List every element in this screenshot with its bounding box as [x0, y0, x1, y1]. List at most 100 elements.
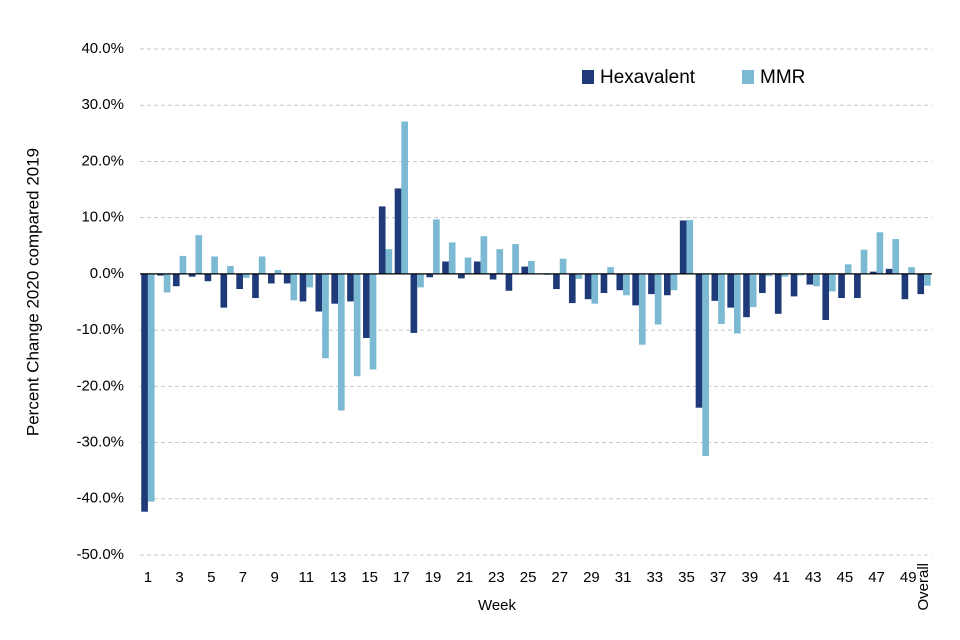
bar: [179, 255, 187, 274]
bar: [806, 273, 814, 285]
bar: [838, 273, 845, 299]
y-tick-label: 40.0%: [81, 40, 124, 57]
bar: [711, 273, 719, 301]
bar: [315, 273, 323, 312]
x-tick-label: 5: [207, 569, 215, 586]
bar: [290, 273, 298, 301]
x-tick-label: 27: [551, 569, 568, 586]
bar: [473, 261, 481, 274]
bar: [528, 260, 535, 274]
bar: [157, 273, 164, 276]
bar: [854, 273, 861, 299]
bar: [892, 239, 900, 274]
x-axis-title: Week: [478, 597, 517, 614]
y-tick-label: -20.0%: [76, 377, 124, 394]
bar: [211, 256, 218, 274]
bar: [600, 273, 608, 294]
bar: [670, 273, 678, 291]
bar: [663, 273, 671, 296]
bar: [489, 273, 497, 280]
x-tick-label: 49: [900, 569, 917, 586]
bar: [496, 249, 504, 274]
bar: [844, 264, 852, 274]
bar: [505, 273, 513, 291]
bar: [718, 273, 725, 324]
x-tick-label: 33: [646, 569, 663, 586]
x-tick-label: 13: [330, 569, 347, 586]
x-tick-label: 47: [868, 569, 885, 586]
bar: [394, 188, 402, 274]
bar: [378, 206, 386, 274]
y-tick-label: -10.0%: [76, 321, 124, 338]
x-tick-label: Overall: [915, 563, 932, 611]
bar: [575, 273, 583, 279]
x-tick-label: 7: [239, 569, 247, 586]
bar: [347, 273, 354, 302]
bar: [734, 273, 741, 334]
y-tick-label: 10.0%: [81, 209, 124, 226]
bar: [464, 257, 472, 274]
bar: [338, 273, 345, 411]
bar: [236, 273, 243, 290]
bar: [458, 273, 465, 279]
bar: [790, 273, 798, 297]
y-tick-label: 30.0%: [81, 96, 124, 113]
bar: [274, 269, 282, 274]
bar: [426, 273, 434, 278]
x-tick-label: 3: [175, 569, 183, 586]
x-tick-label: 35: [678, 569, 695, 586]
y-tick-label: 0.0%: [90, 265, 124, 282]
bar: [417, 273, 424, 288]
x-tick-label: 45: [837, 569, 854, 586]
bar: [559, 258, 567, 274]
y-tick-label: -40.0%: [76, 490, 124, 507]
bar: [632, 273, 639, 306]
legend-label: Hexavalent: [600, 67, 696, 88]
bar: [195, 235, 203, 274]
bar: [322, 273, 329, 359]
x-tick-label: 29: [583, 569, 600, 586]
bar: [908, 267, 915, 274]
legend-label: MMR: [760, 67, 805, 88]
bar: [283, 273, 291, 284]
bar: [227, 266, 234, 274]
x-tick-label: 37: [710, 569, 727, 586]
bar: [385, 249, 393, 274]
bar: [204, 273, 212, 282]
bar: [252, 273, 259, 299]
bar: [759, 273, 766, 294]
bar: [727, 273, 734, 308]
x-tick-label: 19: [425, 569, 442, 586]
bar: [591, 273, 599, 304]
bar: [188, 273, 196, 277]
bar: [147, 273, 155, 502]
bar: [702, 273, 709, 457]
x-tick-label: 43: [805, 569, 822, 586]
bar: [242, 273, 250, 278]
bar: [512, 244, 519, 274]
bar: [258, 256, 266, 274]
bar: [267, 273, 275, 284]
bar: [553, 273, 560, 290]
bar: [369, 273, 377, 370]
x-tick-label: 21: [456, 569, 473, 586]
x-tick-label: 1: [144, 569, 152, 586]
bar: [521, 266, 529, 274]
bar: [141, 273, 148, 512]
bar: [829, 273, 836, 292]
y-tick-label: 20.0%: [81, 152, 124, 169]
x-tick-label: 31: [615, 569, 632, 586]
legend-swatch: [742, 70, 754, 84]
x-tick-label: 25: [520, 569, 537, 586]
bar: [654, 273, 662, 325]
y-tick-label: -50.0%: [76, 546, 124, 563]
bar: [765, 273, 773, 277]
bar: [797, 273, 805, 276]
bar: [163, 273, 171, 293]
bar: [679, 220, 687, 274]
bar: [433, 219, 440, 274]
bar: [442, 261, 449, 274]
bar: [695, 273, 703, 408]
x-tick-label: 15: [361, 569, 378, 586]
